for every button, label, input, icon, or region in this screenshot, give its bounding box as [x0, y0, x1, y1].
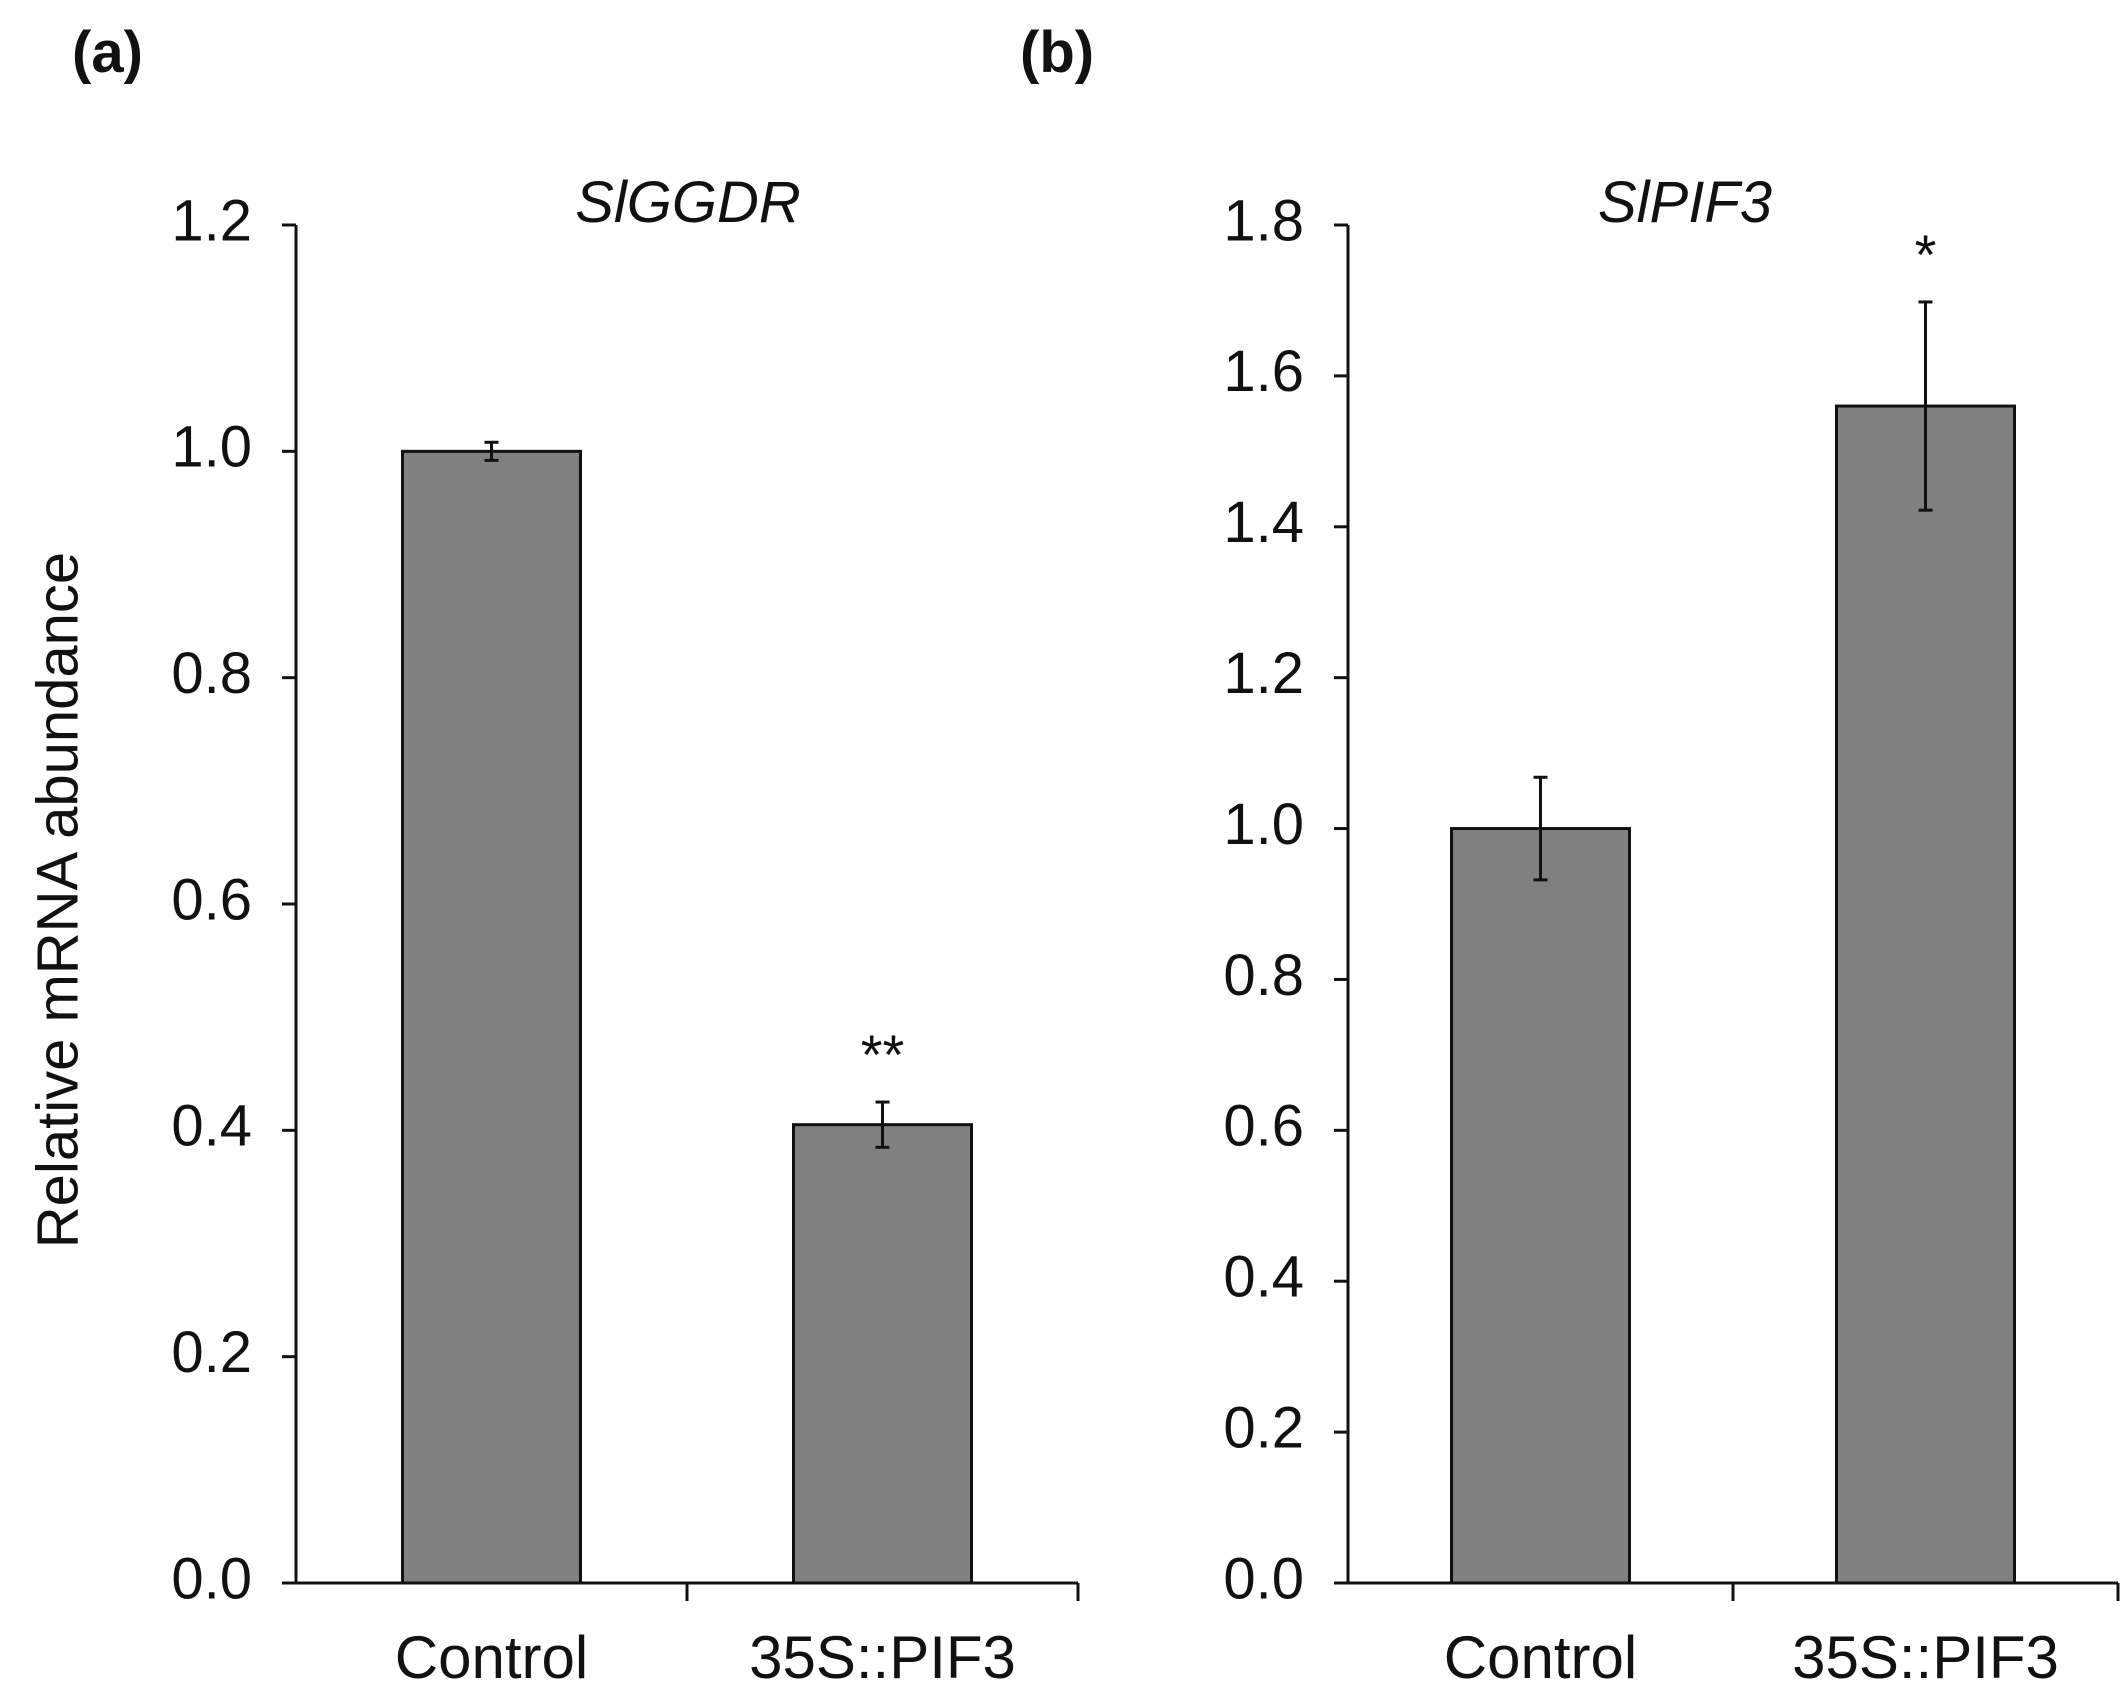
panel-a-x-tick-label: 35S::PIF3: [749, 1624, 1016, 1691]
panel-b-y-tick-label: 1.2: [1223, 641, 1304, 706]
panel-b-y-tick-label: 1.4: [1223, 490, 1304, 555]
panel-b-y-tick-label: 0.8: [1223, 943, 1304, 1008]
panel-b-y-tick-label: 1.8: [1223, 188, 1304, 253]
panel-a-y-tick-label: 0.6: [171, 867, 252, 932]
panel-b-y-tick-label: 0.2: [1223, 1395, 1304, 1460]
panel-b-letter: (b): [1020, 20, 1094, 85]
panel-b-x-tick-label: Control: [1444, 1624, 1637, 1691]
panel-b-significance-label: *: [1915, 223, 1937, 286]
panel-b-bar-2: [1835, 404, 2016, 1585]
panel-a-title: SlGGDR: [575, 170, 801, 235]
panel-a: (a) SlGGDR 0.0 0.2 0.4 0.6 0.8 1.0 1.2 Control *…: [72, 20, 1080, 1691]
panel-a-y-tick-label: 1.0: [171, 415, 252, 480]
panel-a-bar-2: [792, 1123, 973, 1585]
panel-a-y-tick-label: 0.0: [171, 1546, 252, 1611]
y-axis-title: Relative mRNA abundance: [25, 552, 90, 1248]
panel-a-significance-label: **: [861, 1023, 905, 1086]
panel-a-y-tick-label: 0.8: [171, 641, 252, 706]
panel-a-y-tick-label: 0.2: [171, 1320, 252, 1385]
panel-b-plot: 0.0 0.2 0.4 0.6 0.8 1.0 1.2 1.4 1.6 1.8 Control * 35…: [1223, 188, 2120, 1691]
panel-b-title: SlPIF3: [1598, 170, 1772, 235]
panel-b-y-tick-label: 1.6: [1223, 339, 1304, 404]
panel-b-y-tick-label: 0.6: [1223, 1094, 1304, 1159]
panel-b-x-tick-label: 35S::PIF3: [1792, 1624, 2059, 1691]
panel-b-y-tick-label: 0.0: [1223, 1546, 1304, 1611]
panel-a-y-tick-label: 1.2: [171, 188, 252, 253]
panel-b: (b) SlPIF3 0.0 0.2 0.4 0.6 0.8 1.0 1.2 1.4 1.6 1.…: [1020, 20, 2120, 1691]
panel-b-y-tick-label: 1.0: [1223, 792, 1304, 857]
panel-a-bar-1: [401, 449, 582, 1585]
panel-b-y-tick-label: 0.4: [1223, 1245, 1304, 1310]
panel-a-y-tick-label: 0.4: [171, 1094, 252, 1159]
panel-b-bar-1: [1450, 827, 1631, 1585]
panel-a-x-tick-label: Control: [395, 1624, 588, 1691]
panel-a-letter: (a): [72, 20, 143, 85]
